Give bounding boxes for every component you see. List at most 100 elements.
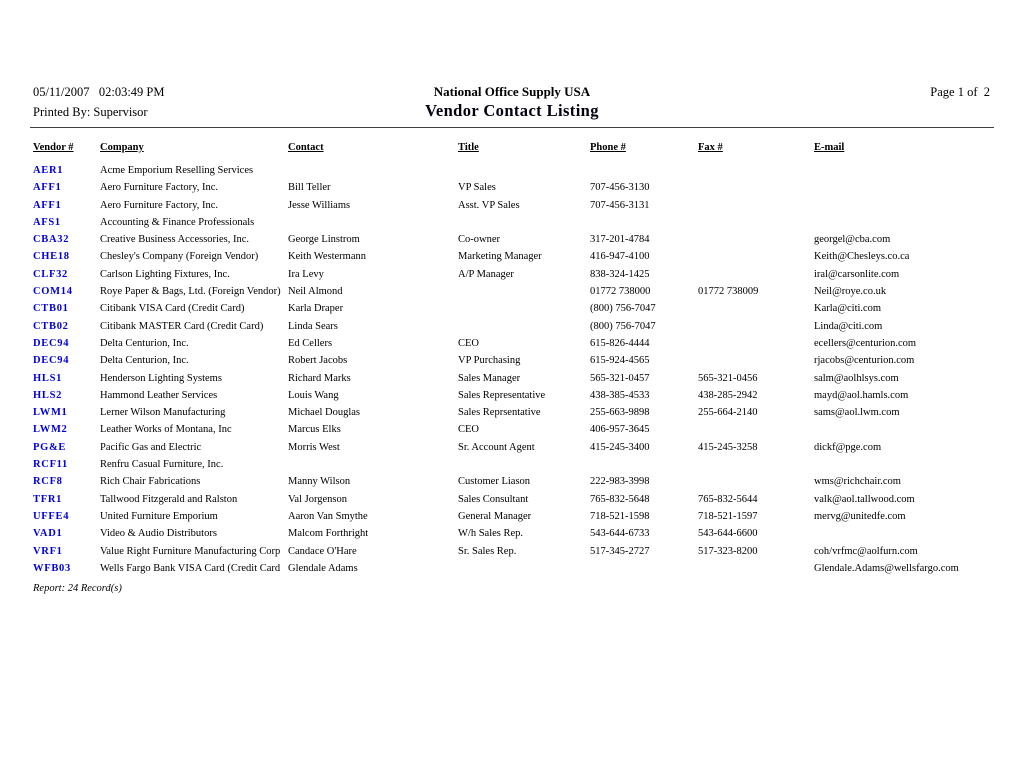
- vendor-id-link[interactable]: VRF1: [33, 545, 63, 557]
- company-cell: Rich Chair Fabrications: [100, 476, 201, 488]
- contact-cell: Ed Cellers: [288, 337, 333, 349]
- vendor-id-link[interactable]: COM14: [33, 286, 73, 298]
- table-header-row: Vendor # Company Contact Title Phone # F…: [33, 142, 993, 162]
- company-cell: Aero Furniture Factory, Inc.: [100, 182, 218, 194]
- company-cell: Citibank MASTER Card (Credit Card): [100, 320, 264, 332]
- title-cell: [458, 283, 590, 300]
- contact-cell: [288, 214, 458, 231]
- phone-cell: 765-832-5648: [590, 493, 650, 505]
- phone-cell: (800) 756-7047: [590, 303, 656, 315]
- table-row: HLS1 Henderson Lighting Systems Richard …: [33, 370, 993, 387]
- report-datetime: 05/11/2007 02:03:49 PM: [33, 85, 165, 99]
- vendor-id-link[interactable]: RCF8: [33, 476, 63, 488]
- email-cell: [814, 525, 993, 542]
- vendor-id-link[interactable]: RCF11: [33, 459, 68, 471]
- fax-cell: [698, 179, 814, 196]
- vendor-id-link[interactable]: LWM1: [33, 407, 68, 419]
- company-cell: Carlson Lighting Fixtures, Inc.: [100, 268, 230, 280]
- title-cell: Co-owner: [458, 234, 500, 246]
- table-row: CTB02 Citibank MASTER Card (Credit Card)…: [33, 318, 993, 335]
- vendor-id-link[interactable]: HLS1: [33, 372, 63, 384]
- title-cell: VP Purchasing: [458, 355, 521, 367]
- email-cell: Karla@citi.com: [814, 303, 882, 315]
- email-cell: Neil@roye.co.uk: [814, 286, 887, 298]
- fax-cell: 01772 738009: [698, 286, 759, 298]
- vendor-id-link[interactable]: CBA32: [33, 234, 70, 246]
- email-cell: dickf@pge.com: [814, 441, 882, 453]
- table-row: CLF32 Carlson Lighting Fixtures, Inc. Ir…: [33, 266, 993, 283]
- phone-cell: 406-957-3645: [590, 424, 650, 436]
- email-cell: ecellers@centurion.com: [814, 337, 917, 349]
- phone-cell: 415-245-3400: [590, 441, 650, 453]
- col-header-vendor: Vendor #: [33, 142, 74, 153]
- email-cell: [814, 179, 993, 196]
- fax-cell: 765-832-5644: [698, 493, 758, 505]
- vendor-id-link[interactable]: AFS1: [33, 216, 61, 228]
- table-row: HLS2 Hammond Leather Services Louis Wang…: [33, 387, 993, 404]
- contact-cell: [288, 162, 458, 179]
- email-cell: coh/vrfmc@aolfurn.com: [814, 545, 918, 557]
- fax-cell: [698, 352, 814, 369]
- record-count-footer: Report: 24 Record(s): [33, 583, 122, 594]
- fax-cell: [698, 197, 814, 214]
- fax-cell: 438-285-2942: [698, 389, 758, 401]
- phone-cell: 317-201-4784: [590, 234, 650, 246]
- vendor-id-link[interactable]: VAD1: [33, 528, 63, 540]
- title-cell: W/h Sales Rep.: [458, 528, 524, 540]
- title-cell: A/P Manager: [458, 268, 514, 280]
- vendor-id-link[interactable]: CHE18: [33, 251, 70, 263]
- phone-cell: 838-324-1425: [590, 268, 650, 280]
- company-cell: Leather Works of Montana, Inc: [100, 424, 232, 436]
- vendor-id-link[interactable]: TFR1: [33, 493, 63, 505]
- vendor-id-link[interactable]: WFB03: [33, 562, 71, 574]
- title-cell: [458, 214, 590, 231]
- fax-cell: [698, 266, 814, 283]
- table-row: AFF1 Aero Furniture Factory, Inc. Bill T…: [33, 179, 993, 196]
- contact-cell: Linda Sears: [288, 320, 338, 332]
- col-header-title: Title: [458, 142, 479, 153]
- table-row: CHE18 Chesley's Company (Foreign Vendor)…: [33, 248, 993, 265]
- vendor-id-link[interactable]: LWM2: [33, 424, 68, 436]
- vendor-id-link[interactable]: HLS2: [33, 389, 63, 401]
- company-cell: Chesley's Company (Foreign Vendor): [100, 251, 259, 263]
- company-cell: United Furniture Emporium: [100, 510, 218, 522]
- company-cell: Delta Centurion, Inc.: [100, 355, 189, 367]
- fax-cell: [698, 214, 814, 231]
- title-cell: Sr. Account Agent: [458, 441, 535, 453]
- vendor-id-link[interactable]: CTB01: [33, 303, 69, 315]
- company-cell: Hammond Leather Services: [100, 389, 218, 401]
- email-cell: rjacobs@centurion.com: [814, 355, 915, 367]
- vendor-id-link[interactable]: UFFE4: [33, 510, 70, 522]
- phone-cell: 222-983-3998: [590, 476, 650, 488]
- vendor-id-link[interactable]: DEC94: [33, 337, 70, 349]
- phone-cell: 707-456-3131: [590, 199, 650, 211]
- company-name-heading: National Office Supply USA: [433, 84, 591, 99]
- vendor-id-link[interactable]: AFF1: [33, 199, 62, 211]
- title-cell: [458, 162, 590, 179]
- table-row: DEC94 Delta Centurion, Inc. Ed Cellers C…: [33, 335, 993, 352]
- phone-cell: [590, 162, 698, 179]
- phone-cell: 416-947-4100: [590, 251, 650, 263]
- vendor-id-link[interactable]: PG&E: [33, 441, 67, 453]
- phone-cell: [590, 560, 698, 577]
- email-cell: sams@aol.lwm.com: [814, 407, 900, 419]
- phone-cell: 438-385-4533: [590, 389, 650, 401]
- table-row: AFF1 Aero Furniture Factory, Inc. Jesse …: [33, 197, 993, 214]
- phone-cell: [590, 456, 698, 473]
- email-cell: [814, 421, 993, 438]
- table-row: AFS1 Accounting & Finance Professionals: [33, 214, 993, 231]
- company-cell: Creative Business Accessories, Inc.: [100, 234, 250, 246]
- phone-cell: 517-345-2727: [590, 545, 650, 557]
- report-title: Vendor Contact Listing: [425, 101, 599, 120]
- email-cell: georgel@cba.com: [814, 234, 891, 246]
- vendor-id-link[interactable]: AFF1: [33, 182, 62, 194]
- vendor-id-link[interactable]: CLF32: [33, 268, 68, 280]
- title-cell: Asst. VP Sales: [458, 199, 520, 211]
- contact-cell: Bill Teller: [288, 182, 331, 194]
- vendor-id-link[interactable]: AER1: [33, 165, 64, 176]
- vendor-id-link[interactable]: CTB02: [33, 320, 69, 332]
- vendor-id-link[interactable]: DEC94: [33, 355, 70, 367]
- phone-cell: (800) 756-7047: [590, 320, 656, 332]
- table-row: TFR1 Tallwood Fitzgerald and Ralston Val…: [33, 491, 993, 508]
